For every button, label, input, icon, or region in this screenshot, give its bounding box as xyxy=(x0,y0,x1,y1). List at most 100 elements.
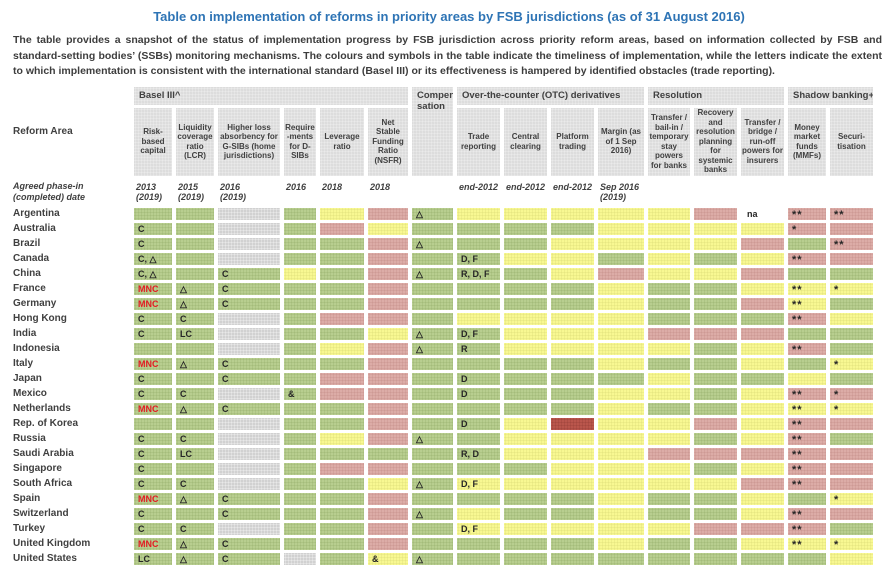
cell-australia-lev xyxy=(320,222,364,235)
cell-russia-margin xyxy=(598,432,644,445)
page-title: Table on implementation of reforms in pr… xyxy=(153,9,745,24)
column-header-lcr: Liquidity coverage ratio (LCR) xyxy=(176,107,214,176)
cell-spain-res_banks xyxy=(648,492,690,505)
cell-rep-of-korea-mmf: ** xyxy=(788,417,826,431)
cell-italy-dsib xyxy=(284,357,316,370)
cell-saudi-arabia-margin xyxy=(598,447,644,460)
cell-russia-platform xyxy=(551,432,594,445)
cell-netherlands-res_ins xyxy=(741,402,784,415)
cell-singapore-sec xyxy=(830,462,873,475)
cell-germany-lcr: △ xyxy=(176,297,214,310)
cell-south-africa-platform xyxy=(551,477,594,490)
cell-mark: MNC xyxy=(138,403,159,414)
cell-netherlands-trade xyxy=(457,402,500,415)
cell-mexico-mmf: ** xyxy=(788,387,826,401)
column-header-dsib: Require -ments for D-SIBs xyxy=(284,107,316,176)
cell-spain-lev xyxy=(320,492,364,505)
cell-mark: D, F xyxy=(461,523,478,534)
cell-spain-lcr: △ xyxy=(176,492,214,505)
column-header-res_plan: Recovery and resolution planning for sys… xyxy=(694,107,737,176)
cell-india-res_banks xyxy=(648,327,690,340)
row-label-hong-kong: Hong Kong xyxy=(13,313,67,324)
cell-argentina-dsib xyxy=(284,207,316,220)
cell-united-kingdom-sec: * xyxy=(830,537,873,551)
cell-mark: C xyxy=(222,283,229,294)
cell-mark: & xyxy=(288,388,295,399)
cell-south-africa-comp: △ xyxy=(412,477,453,490)
cell-saudi-arabia-dsib xyxy=(284,447,316,460)
cell-germany-gsib: C xyxy=(218,297,280,310)
cell-saudi-arabia-res_plan xyxy=(694,447,737,460)
cell-germany-res_ins xyxy=(741,297,784,310)
cell-saudi-arabia-lcr: LC xyxy=(176,447,214,460)
cell-italy-rbc: MNC xyxy=(134,357,172,370)
cell-united-kingdom-res_ins xyxy=(741,537,784,550)
cell-france-platform xyxy=(551,282,594,295)
cell-switzerland-margin xyxy=(598,507,644,520)
cell-mark: △ xyxy=(180,493,187,504)
cell-australia-comp xyxy=(412,222,453,235)
cell-mark: C xyxy=(222,373,229,384)
cell-china-comp: △ xyxy=(412,267,453,280)
cell-mark: △ xyxy=(416,208,423,219)
cell-switzerland-res_ins xyxy=(741,507,784,520)
cell-brazil-margin xyxy=(598,237,644,250)
cell-italy-margin xyxy=(598,357,644,370)
cell-switzerland-mmf: ** xyxy=(788,507,826,521)
cell-mark: ** xyxy=(792,463,803,476)
cell-italy-comp xyxy=(412,357,453,370)
cell-india-dsib xyxy=(284,327,316,340)
cell-turkey-platform xyxy=(551,522,594,535)
cell-turkey-margin xyxy=(598,522,644,535)
cell-singapore-platform xyxy=(551,462,594,475)
row-label-italy: Italy xyxy=(13,358,34,369)
cell-switzerland-trade xyxy=(457,507,500,520)
cell-mark: ** xyxy=(792,478,803,491)
cell-united-states-trade xyxy=(457,552,500,565)
cell-mexico-rbc: C xyxy=(134,387,172,400)
cell-indonesia-platform xyxy=(551,342,594,355)
cell-argentina-nsfr xyxy=(368,207,408,220)
cell-india-trade: D, F xyxy=(457,327,500,340)
cell-mark: C xyxy=(138,448,145,459)
cell-hong-kong-rbc: C xyxy=(134,312,172,325)
cell-canada-margin xyxy=(598,252,644,265)
cell-hong-kong-gsib xyxy=(218,312,280,325)
cell-turkey-nsfr xyxy=(368,522,408,535)
cell-united-states-dsib xyxy=(284,552,316,565)
cell-netherlands-central xyxy=(504,402,547,415)
cell-italy-nsfr xyxy=(368,357,408,370)
cell-mexico-nsfr xyxy=(368,387,408,400)
cell-mark: △ xyxy=(416,343,423,354)
cell-indonesia-margin xyxy=(598,342,644,355)
cell-mark: na xyxy=(747,208,758,219)
cell-south-africa-dsib xyxy=(284,477,316,490)
cell-hong-kong-lcr: C xyxy=(176,312,214,325)
cell-south-africa-res_plan xyxy=(694,477,737,490)
cell-germany-dsib xyxy=(284,297,316,310)
cell-france-gsib: C xyxy=(218,282,280,295)
cell-china-rbc: C, △ xyxy=(134,267,172,280)
cell-netherlands-platform xyxy=(551,402,594,415)
row-label-brazil: Brazil xyxy=(13,238,41,249)
cell-india-margin xyxy=(598,327,644,340)
cell-mark: ** xyxy=(792,388,803,401)
cell-brazil-platform xyxy=(551,237,594,250)
cell-japan-platform xyxy=(551,372,594,385)
cell-italy-central xyxy=(504,357,547,370)
cell-switzerland-lcr xyxy=(176,507,214,520)
cell-mark: ** xyxy=(792,508,803,521)
cell-germany-lev xyxy=(320,297,364,310)
cell-argentina-margin xyxy=(598,207,644,220)
cell-switzerland-res_plan xyxy=(694,507,737,520)
cell-mark: △ xyxy=(180,298,187,309)
cell-switzerland-gsib: C xyxy=(218,507,280,520)
cell-india-lev xyxy=(320,327,364,340)
cell-canada-res_ins xyxy=(741,252,784,265)
cell-mark: ** xyxy=(792,253,803,266)
cell-canada-comp xyxy=(412,252,453,265)
cell-mark: C, △ xyxy=(138,253,157,264)
cell-south-africa-rbc: C xyxy=(134,477,172,490)
cell-australia-res_banks xyxy=(648,222,690,235)
cell-japan-comp xyxy=(412,372,453,385)
